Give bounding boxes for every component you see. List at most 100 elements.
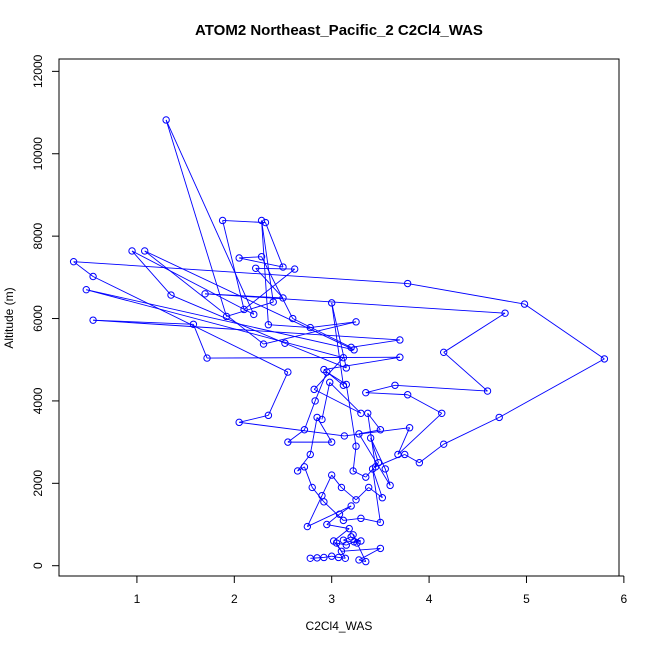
series-line-segment [314, 371, 328, 402]
x-axis-label: C2Cl4_WAS [306, 619, 373, 633]
data-point [293, 467, 302, 475]
series-line-segment [144, 250, 264, 345]
data-point [394, 450, 402, 459]
data-point [600, 355, 609, 363]
series-line-segment [323, 356, 400, 371]
data-point [327, 438, 336, 446]
data-point [284, 368, 292, 376]
series-line-segment [368, 487, 383, 499]
series-line-segment [205, 293, 506, 314]
y-axis: 0 2000 4000 6000 8000 10000 12000 [31, 54, 60, 569]
series-line-segment [144, 250, 355, 351]
series-line-segment [336, 542, 347, 546]
data-point [290, 265, 299, 273]
series-line-segment [443, 416, 500, 445]
data-series [69, 116, 609, 566]
data-point [306, 450, 314, 459]
y-tick-label: 2000 [31, 470, 45, 497]
y-tick-label: 4000 [31, 387, 45, 414]
data-point [69, 257, 78, 266]
series-line-segment [73, 261, 94, 277]
x-tick-label: 5 [523, 592, 530, 606]
series-line-segment [226, 301, 274, 317]
data-point [352, 496, 360, 504]
x-tick-label: 4 [426, 592, 433, 606]
data-point [240, 305, 248, 314]
data-point [366, 434, 375, 442]
data-point [347, 502, 355, 510]
series-line-segment [131, 250, 254, 315]
data-point [284, 438, 292, 446]
data-point [300, 463, 309, 471]
y-tick-label: 6000 [31, 305, 45, 332]
data-point [415, 459, 424, 467]
data-point [362, 473, 370, 481]
data-point [257, 216, 266, 225]
series-line-segment [344, 427, 410, 437]
series-line-segment [345, 384, 357, 447]
series-line-segment [86, 289, 344, 359]
data-point [252, 264, 260, 272]
series-line-segment [375, 454, 405, 468]
series-line-segment [498, 358, 605, 418]
series-line-segment [255, 267, 295, 270]
data-point [353, 539, 361, 547]
series-line-segment [343, 536, 352, 541]
series-line-segment [524, 303, 605, 360]
data-point [128, 247, 136, 255]
data-point [439, 440, 448, 448]
data-point [218, 216, 227, 225]
data-point [352, 442, 360, 450]
series-line-segment [443, 312, 506, 353]
data-point [342, 380, 351, 389]
data-point [396, 336, 404, 344]
series-line-segment [93, 319, 194, 325]
data-point [82, 285, 90, 294]
series-line-segment [255, 267, 284, 299]
data-point [250, 310, 258, 319]
series-line-segment [239, 421, 345, 437]
data-point [320, 365, 328, 374]
series-line-segment [93, 319, 400, 341]
data-point [308, 483, 316, 492]
data-point [483, 387, 492, 395]
data-point [350, 346, 358, 354]
data-point [259, 340, 268, 348]
data-point [313, 413, 321, 422]
series-line-segment [304, 400, 316, 430]
series-line-segment [284, 342, 347, 369]
series-line-segment [131, 250, 172, 296]
data-point [362, 388, 370, 397]
data-point [340, 432, 349, 440]
data-point [355, 556, 363, 564]
x-tick-label: 6 [621, 592, 628, 606]
data-point [327, 552, 336, 560]
data-point [349, 467, 357, 475]
x-tick-label: 1 [134, 592, 141, 606]
data-point [376, 426, 385, 434]
series-line-segment [358, 548, 381, 561]
series-line-segment [331, 302, 347, 369]
series-line-segment [404, 454, 420, 464]
data-point [365, 483, 373, 492]
series-line-segment [343, 539, 358, 544]
data-point [257, 253, 266, 261]
series-line-segment [321, 382, 331, 420]
series-line-segment [372, 468, 383, 498]
series-line-segment [207, 356, 400, 359]
series-line-segment [165, 119, 227, 317]
data-point [203, 354, 211, 362]
data-point [335, 510, 344, 518]
series-line-segment [313, 388, 362, 414]
data-point [357, 514, 365, 523]
data-point [141, 247, 149, 255]
series-line-segment [367, 413, 376, 467]
data-point [376, 518, 385, 527]
y-tick-label: 0 [31, 562, 45, 569]
series-line-segment [323, 369, 344, 386]
data-point [162, 116, 170, 124]
data-point [329, 537, 338, 545]
data-point [345, 524, 353, 533]
data-point [439, 348, 448, 357]
